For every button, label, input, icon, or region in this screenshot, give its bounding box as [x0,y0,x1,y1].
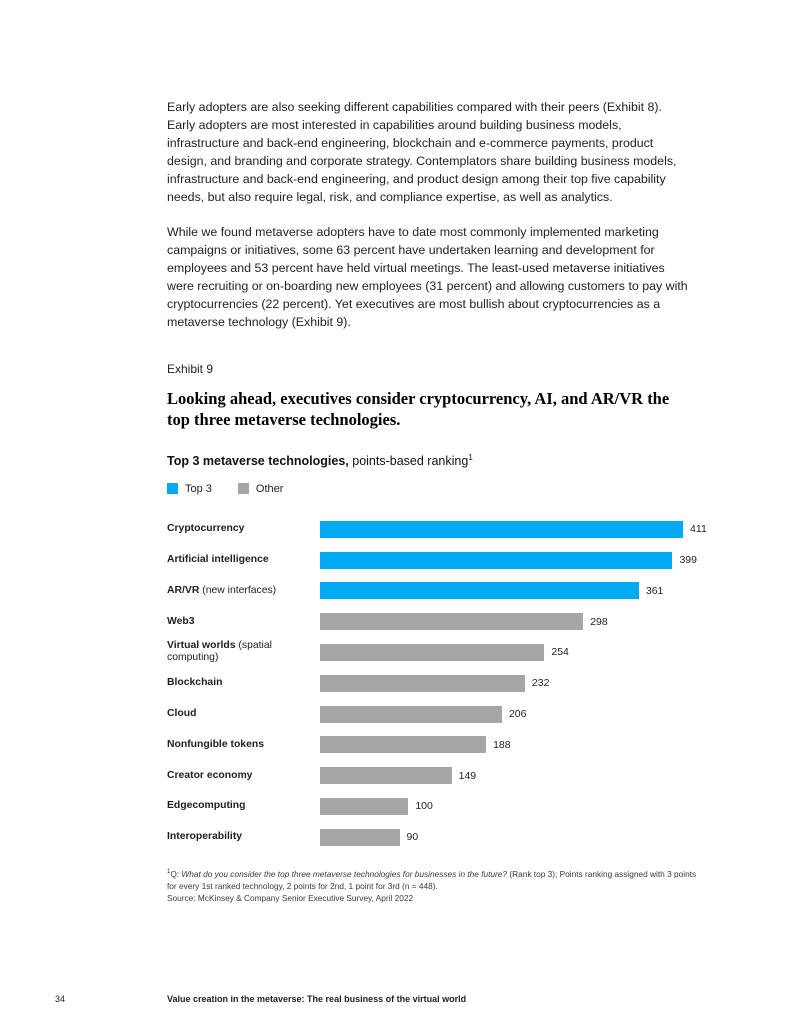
legend-item: Other [237,482,284,495]
value-label: 100 [415,800,433,813]
chart-row: Creator economy 149 [167,760,691,791]
category-label-rest: (new interfaces) [199,584,277,596]
category-label: Interoperability [167,831,320,843]
bar [320,705,502,723]
bar-track: 100 [320,797,691,815]
value-label: 149 [458,769,477,782]
category-label-bold: AR/VR [167,584,200,596]
page-content: Early adopters are also seeking differen… [167,99,707,904]
page-number: 34 [55,994,66,1004]
chart-header: Top 3 metaverse technologies, points-bas… [167,453,691,468]
legend-item: Top 3 [167,483,212,495]
category-label: Cloud [167,708,320,720]
value-label: 411 [690,523,707,536]
footnote-q-prefix: Q: [170,868,182,879]
bar-track: 298 [320,613,691,631]
body-paragraph: While we found metaverse adopters have t… [167,224,688,329]
body-paragraph: Early adopters are also seeking differen… [167,100,677,204]
chart-row: Web3 298 [167,606,691,637]
exhibit-label: Exhibit 9 [167,361,214,376]
category-label: Virtual worlds (spatial computing) [167,640,320,664]
legend-swatch-icon [167,483,178,495]
bar [320,551,673,569]
category-label-bold: Blockchain [167,677,223,689]
bar [320,674,525,692]
value-label: 232 [531,677,550,690]
category-label-bold: Artificial intelligence [167,554,269,566]
value-label: 298 [590,615,608,628]
chart-rows: Cryptocurrency 411 Artificial intelligence… [167,514,707,853]
bar-track: 399 [320,551,697,569]
chart-legend: Top 3 Other [167,483,691,495]
footnote-line-1: 1Q: What do you consider the top three m… [167,868,701,892]
bar-track: 206 [320,705,691,723]
chart-header-rest: points-based ranking [348,453,469,468]
bar-track: 188 [320,736,691,754]
exhibit-title: Looking ahead, executives consider crypt… [167,388,670,430]
bar [320,736,487,754]
category-label-bold: Nonfungible tokens [167,738,264,750]
bar-track: 411 [320,520,707,538]
bar-track: 361 [320,582,691,600]
chart-row: Cryptocurrency 411 [167,514,707,545]
value-label: 399 [679,554,697,567]
chart-row: Blockchain 232 [167,668,691,699]
category-label-bold: Virtual worlds [167,640,236,652]
chart-row: Nonfungible tokens 188 [167,729,691,760]
bar-track: 232 [320,674,691,692]
footnote: 1Q: What do you consider the top three m… [167,868,701,904]
footnote-rest: (Rank top 3); Points ranking assigned wi… [167,868,697,891]
category-label-rest: (spatial computing) [167,640,272,664]
bar-track: 254 [320,643,691,661]
category-label: Cryptocurrency [167,523,320,535]
bar [320,767,452,785]
value-label: 361 [645,584,664,597]
value-label: 254 [551,646,569,659]
value-label: 206 [508,708,527,721]
chart-row: Artificial intelligence 399 [167,545,697,576]
chart-row: Interoperability 90 [167,822,691,853]
value-label: 90 [406,831,419,844]
legend-swatch-icon [237,483,249,495]
category-label: Edgecomputing [167,800,320,812]
category-label: Web3 [167,616,320,628]
page-footer: 34 Value creation in the metaverse: The … [0,994,800,1014]
category-label: Artificial intelligence [167,554,320,566]
chart-row: AR/VR (new interfaces) 361 [167,575,691,606]
category-label-bold: Interoperability [167,831,243,843]
footnote-superscript: 1 [167,868,171,875]
chart-row: Virtual worlds (spatial computing) 254 [167,637,691,668]
category-label-bold: Web3 [167,615,195,627]
chart-header-superscript: 1 [468,452,473,462]
legend-label: Top 3 [185,482,212,495]
value-label: 188 [493,738,511,751]
category-label: Nonfungible tokens [167,739,320,751]
footnote-question: What do you consider the top three metav… [181,868,508,879]
chart-row: Cloud 206 [167,699,691,730]
bar [320,520,684,538]
category-label-bold: Cryptocurrency [167,523,245,535]
bar-track: 90 [320,828,691,846]
footer-title: Value creation in the metaverse: The rea… [167,994,467,1004]
bar [320,613,584,631]
category-label-bold: Edgecomputing [167,800,246,812]
category-label: Creator economy [167,770,320,782]
bar [320,582,639,600]
chart-row: Edgecomputing 100 [167,791,691,822]
bar [320,828,400,846]
category-label-bold: Cloud [167,708,197,720]
category-label: Blockchain [167,677,320,689]
bar-track: 149 [320,767,691,785]
category-label-bold: Creator economy [167,769,253,781]
category-label: AR/VR (new interfaces) [167,585,320,597]
legend-label: Other [255,482,284,495]
bar [320,643,545,661]
chart-header-bold: Top 3 metaverse technologies, [167,453,349,468]
footnote-source: Source: McKinsey & Company Senior Execut… [167,892,414,903]
bar [320,797,409,815]
